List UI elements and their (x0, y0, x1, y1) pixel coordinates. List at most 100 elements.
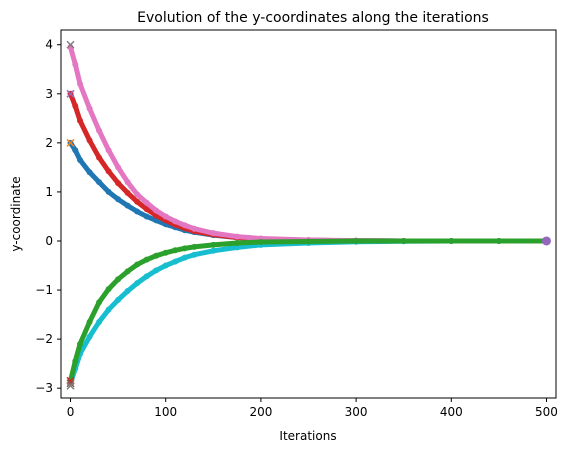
series-2-point (134, 198, 141, 205)
series-1 (67, 139, 550, 244)
start-marker (66, 89, 75, 98)
series-1-point (96, 179, 103, 186)
series-5-point (172, 247, 179, 254)
y-tick-label: 3 (45, 87, 53, 101)
series-4 (67, 237, 550, 387)
series-3-point (162, 213, 169, 220)
series-4-point (162, 262, 169, 269)
series-4-point (153, 267, 160, 274)
series-3-point (172, 218, 179, 225)
x-tick-label: 0 (67, 405, 75, 419)
y-tick-label: −2 (35, 332, 53, 346)
series-4-point (234, 244, 241, 251)
y-tick-label: 1 (45, 185, 53, 199)
series-3-point (210, 230, 217, 237)
series-3-point (191, 225, 198, 232)
series-3-point (86, 105, 93, 112)
series-5-point (353, 237, 360, 244)
series-5-point (115, 276, 122, 283)
series-5-point (77, 341, 84, 348)
start-marker (66, 379, 75, 388)
series-2-point (115, 180, 122, 187)
series-5-point (181, 245, 188, 252)
series-3-point (153, 207, 160, 214)
series-3-point (143, 199, 150, 206)
series-5-point (124, 268, 131, 275)
x-tick-label: 500 (535, 405, 558, 419)
series-1-point (143, 213, 150, 220)
series-4-point (105, 306, 112, 313)
y-tick-label: 0 (45, 234, 53, 248)
series-4-point (172, 258, 179, 265)
series-5-point (72, 358, 79, 365)
series-5-point (234, 239, 241, 246)
series-1-line (68, 140, 549, 244)
chart-title: Evolution of the y-coordinates along the… (137, 10, 489, 26)
end-marker (541, 236, 551, 246)
y-axis: −3 −2 −1 0 1 2 3 4 (35, 38, 61, 395)
series-4-point (124, 288, 131, 295)
series-1-point (86, 169, 93, 176)
series-1-point (105, 188, 112, 195)
series-1-point (77, 157, 84, 164)
series-4-point (191, 251, 198, 258)
series-5-point (86, 318, 93, 325)
series-4-point (115, 296, 122, 303)
series-4-point (143, 273, 150, 280)
series-2-point (77, 117, 84, 124)
series-1-point (134, 208, 141, 215)
series-5-point (105, 286, 112, 293)
y-tick-label: −1 (35, 283, 53, 297)
series-5-point (400, 237, 407, 244)
start-markers (66, 40, 75, 390)
y-tick-label: 2 (45, 136, 53, 150)
series-1-point (72, 147, 79, 154)
plot-area (66, 40, 551, 390)
series-5 (67, 237, 550, 384)
start-marker (66, 381, 75, 390)
series-2-line (68, 91, 549, 244)
series-3-point (96, 127, 103, 134)
series-2 (67, 90, 550, 244)
start-marker (66, 40, 75, 49)
x-tick-label: 400 (440, 405, 463, 419)
series-5-point (153, 252, 160, 259)
series-1-point (115, 196, 122, 203)
series-1-point (124, 202, 131, 209)
series-3-point (234, 233, 241, 240)
series-3-point (105, 147, 112, 154)
x-axis-label: Iterations (279, 429, 336, 443)
series-5-point (191, 243, 198, 250)
series-5-point (448, 237, 455, 244)
y-tick-label: −3 (35, 381, 53, 395)
series-3-point (124, 179, 131, 186)
series-4-point (96, 318, 103, 325)
x-axis: 0 100 200 300 400 500 (67, 398, 558, 419)
series-3-point (181, 222, 188, 229)
start-marker (66, 138, 75, 147)
y-axis-label: y-coordinate (9, 176, 23, 251)
series-4-point (86, 333, 93, 340)
x-tick-label: 200 (249, 405, 272, 419)
series-2-point (72, 103, 79, 110)
x-tick-label: 300 (345, 405, 368, 419)
series-4-point (134, 280, 141, 287)
series-5-point (143, 256, 150, 263)
y-tick-label: 4 (45, 38, 53, 52)
series-5-point (134, 261, 141, 268)
series-5-point (495, 237, 502, 244)
series-5-point (257, 238, 264, 245)
series-2-point (96, 154, 103, 161)
series-2-point (143, 206, 150, 213)
series-3-point (134, 191, 141, 198)
series-2-point (86, 137, 93, 144)
series-2-point (105, 168, 112, 175)
series-5-point (96, 299, 103, 306)
series-5-line (68, 238, 549, 384)
series-5-point (162, 249, 169, 256)
x-tick-label: 100 (154, 405, 177, 419)
series-4-point (210, 247, 217, 254)
series-5-point (305, 238, 312, 245)
series-3-point (77, 80, 84, 87)
